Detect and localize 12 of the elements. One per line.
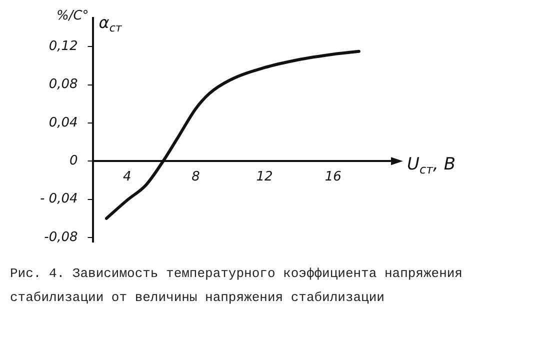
y-tick-label: 0,12 [48, 38, 78, 54]
y-tick-label: - 0,04 [40, 192, 78, 207]
y-tick-label: 0,04 [48, 115, 78, 130]
y-tick-label: -0,08 [44, 230, 78, 245]
y-tick-label: 0 [69, 153, 78, 168]
y-tick-label: 0,08 [48, 77, 78, 92]
x-tick-label: 8 [192, 169, 200, 184]
text: %/C° [56, 8, 89, 24]
text: Рис. 4. Зависимость температурного коэффициента напряжения стабилизации от величины напряжения стабилизации [10, 265, 464, 307]
x-tick-label: 16 [324, 169, 342, 184]
x-tick-label: 12 [256, 169, 273, 184]
x-tick-label: 4 [122, 169, 132, 184]
